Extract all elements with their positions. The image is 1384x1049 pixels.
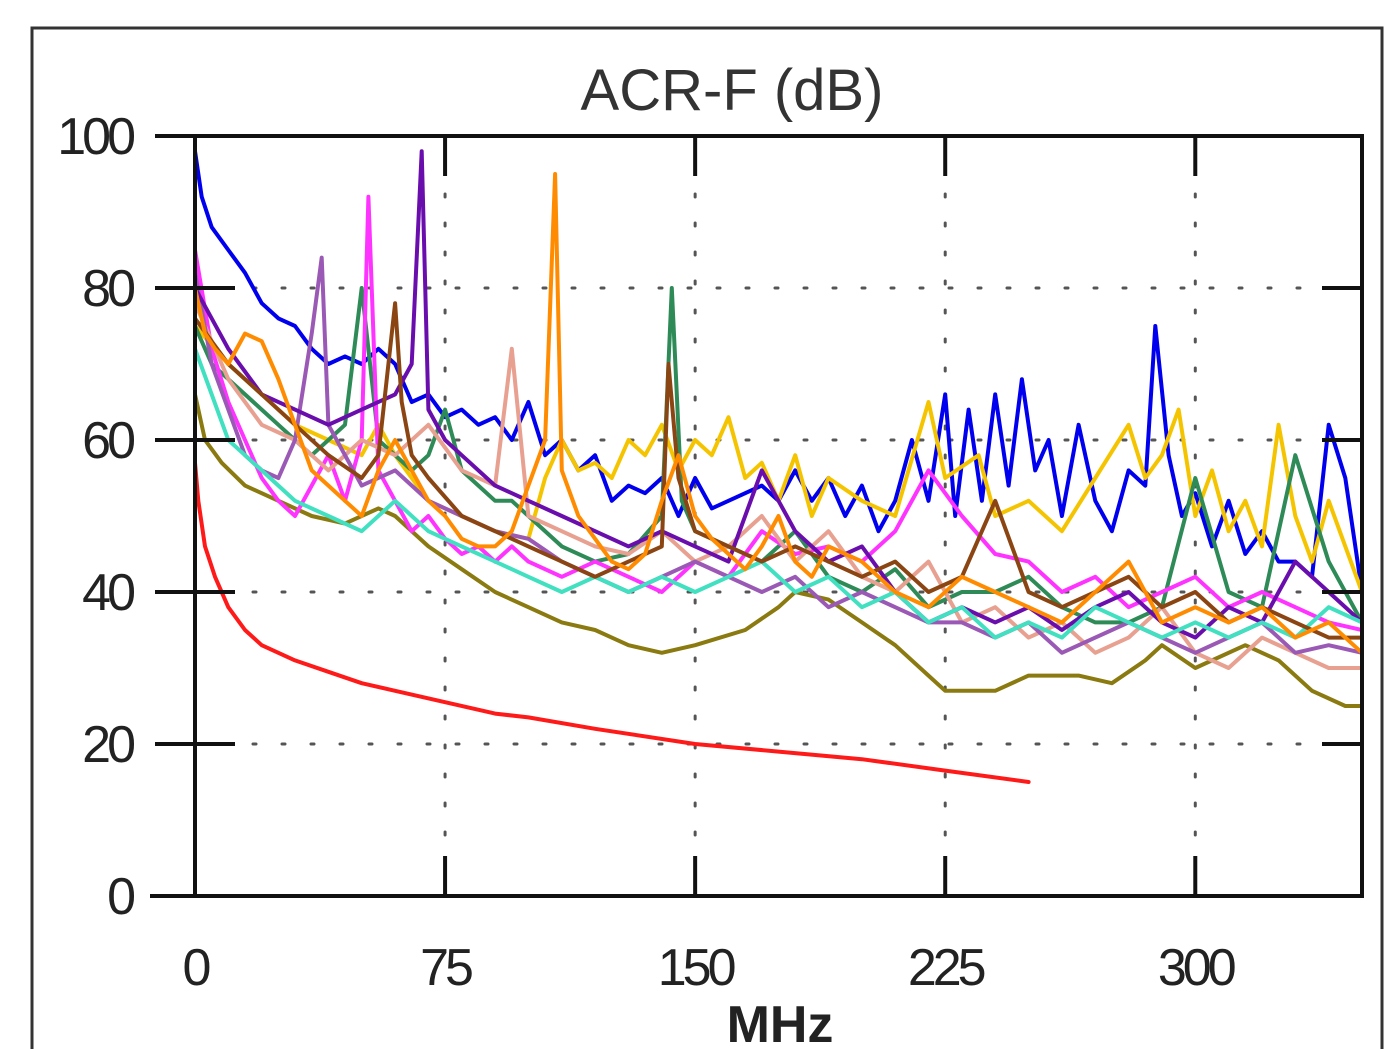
series-line-1 <box>195 460 1031 784</box>
series-line-2 <box>195 392 1362 708</box>
y-tick-label-20: 20 <box>82 716 134 774</box>
x-tick-labels: 0 75 150 225 300 <box>183 939 1239 997</box>
y-tick-label-80: 80 <box>82 260 134 318</box>
y-tick-labels: 0 20 40 60 80 100 <box>57 108 138 926</box>
x-tick-label-0: 0 <box>183 939 210 997</box>
x-tick-label-225: 225 <box>908 939 985 997</box>
series-line-3 <box>195 149 1362 594</box>
series-line-9 <box>195 149 1362 640</box>
series-line-12 <box>195 172 1362 655</box>
y-tick-label-100: 100 <box>57 108 134 166</box>
x-tick-label-75: 75 <box>420 939 472 997</box>
y-tick-label-40: 40 <box>82 564 134 622</box>
series-line-10 <box>195 346 1362 640</box>
series-group <box>195 149 1362 784</box>
series-line-5 <box>195 286 1362 625</box>
y-tick-label-0: 0 <box>107 868 134 926</box>
axes <box>150 134 1364 898</box>
x-tick-label-150: 150 <box>658 939 735 997</box>
x-tick-label-300: 300 <box>1158 939 1235 997</box>
chart-title: ACR-F (dB) <box>581 58 884 123</box>
x-axis-title: MHz <box>727 996 834 1049</box>
series-line-11 <box>195 301 1362 640</box>
y-tick-label-60: 60 <box>82 412 134 470</box>
